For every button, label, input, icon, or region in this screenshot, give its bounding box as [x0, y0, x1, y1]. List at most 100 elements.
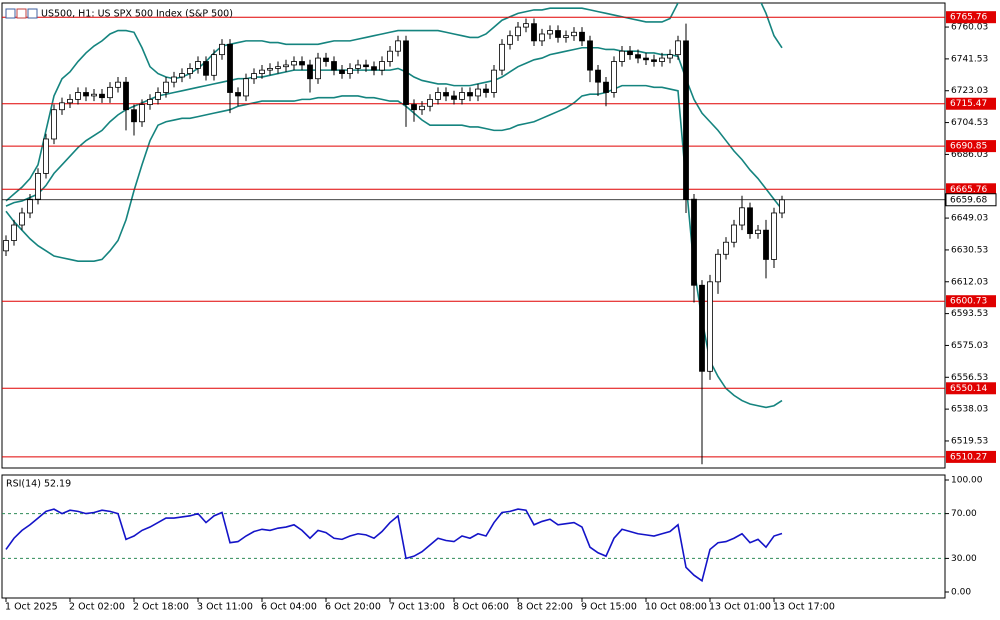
candle-body [299, 61, 305, 66]
candle-body [707, 281, 713, 372]
candle-body [75, 92, 81, 100]
candle-body [723, 241, 729, 255]
candle-body [771, 212, 777, 260]
candle-body [507, 35, 513, 45]
candle-body [675, 40, 681, 56]
y-tick-label: 70.00 [951, 509, 977, 519]
x-tick-label: 2 Oct 02:00 [69, 602, 125, 613]
y-tick-label: 6593.53 [951, 309, 988, 319]
candle-body [403, 40, 409, 105]
y-tick-label: 6538.03 [951, 405, 988, 415]
y-tick-label: 6723.03 [951, 86, 988, 96]
candle-body [323, 57, 329, 62]
level-label-box [946, 450, 996, 463]
candle-body [627, 50, 633, 56]
x-tick-label: 10 Oct 08:00 [645, 602, 707, 613]
y-tick-label: 6741.53 [951, 54, 988, 64]
candle-body [331, 61, 337, 71]
candle-body [747, 207, 753, 235]
candle-body [611, 61, 617, 93]
candle-body [443, 92, 449, 97]
candle-body [451, 95, 457, 100]
level-label-box [946, 140, 996, 153]
bollinger-band [5, 46, 783, 211]
y-tick-label: 6556.53 [951, 373, 988, 383]
x-tick-label: 7 Oct 13:00 [389, 602, 445, 613]
level-label-box [946, 295, 996, 308]
candle-body [59, 102, 65, 111]
main-plot [2, 3, 945, 465]
candle-body [683, 40, 689, 200]
x-tick-label: 3 Oct 11:00 [197, 602, 253, 613]
candle-body [603, 81, 609, 93]
candle-body [739, 207, 745, 226]
candle-body [179, 73, 185, 78]
bollinger-band [5, 3, 783, 202]
candle-body [315, 57, 321, 80]
y-tick-label: 6686.03 [951, 150, 988, 160]
level-label: 6510.27 [950, 452, 987, 462]
candle-body [435, 92, 441, 100]
x-tick-label: 13 Oct 01:00 [709, 602, 771, 613]
candle-body [195, 61, 201, 69]
candle-body [291, 61, 297, 66]
level-label-box [946, 382, 996, 395]
candle-body [3, 240, 9, 252]
candle-body [643, 57, 649, 61]
x-tick-label: 6 Oct 20:00 [325, 602, 381, 613]
axes: 6760.03 6741.53 6723.03 6704.53 6686.03 6649.… [5, 11, 997, 613]
candle-body [635, 54, 641, 59]
candle-body [275, 66, 281, 69]
candle-body [387, 50, 393, 62]
rsi-plot [2, 508, 945, 583]
candle-body [539, 33, 545, 42]
last-price-box [945, 193, 997, 207]
candle-body [691, 198, 697, 286]
candle-body [259, 69, 265, 74]
y-tick-label: 6649.03 [951, 214, 988, 224]
level-label: 6550.14 [950, 384, 987, 394]
candle-body [267, 68, 273, 71]
candle-body [211, 54, 217, 76]
candle-body [147, 98, 153, 105]
last-price-label: 6659.68 [950, 195, 987, 205]
candle-body [483, 88, 489, 93]
y-tick-label: 6760.03 [951, 23, 988, 33]
candle-body [651, 59, 657, 62]
level-label-box [946, 183, 996, 196]
level-label: 6600.73 [950, 297, 987, 307]
candle-body [579, 31, 585, 42]
candle-body [459, 92, 465, 100]
rsi-title: RSI(14) 52.19 [6, 479, 71, 490]
candle-body [347, 68, 353, 74]
candle-body [131, 109, 137, 123]
candle-body [243, 78, 249, 97]
candle-body [571, 31, 577, 37]
candle-body [251, 73, 257, 80]
level-label: 6715.47 [950, 99, 987, 109]
candle-body [99, 93, 105, 99]
candle-body [531, 23, 537, 42]
level-label-box [946, 11, 996, 24]
candle-body [755, 229, 761, 235]
y-tick-label: 6612.03 [951, 277, 988, 287]
candle-body [667, 54, 673, 59]
x-tick-label: 13 Oct 17:00 [773, 602, 835, 613]
candle-body [203, 61, 209, 76]
level-label-box [946, 97, 996, 110]
candle-body [187, 68, 193, 74]
candle-body [27, 198, 33, 214]
candle-body [91, 93, 97, 97]
candle-body [235, 92, 241, 97]
candle-body [563, 35, 569, 38]
candle-body [619, 50, 625, 62]
candle-body [587, 40, 593, 71]
candle-body [11, 224, 17, 241]
y-tick-label: 30.00 [951, 554, 977, 564]
candle-body [475, 88, 481, 97]
candle-body [219, 43, 225, 56]
rsi-line [5, 508, 783, 583]
symbol-icon [5, 8, 38, 19]
candle-body [515, 26, 521, 37]
candle-body [163, 81, 169, 93]
